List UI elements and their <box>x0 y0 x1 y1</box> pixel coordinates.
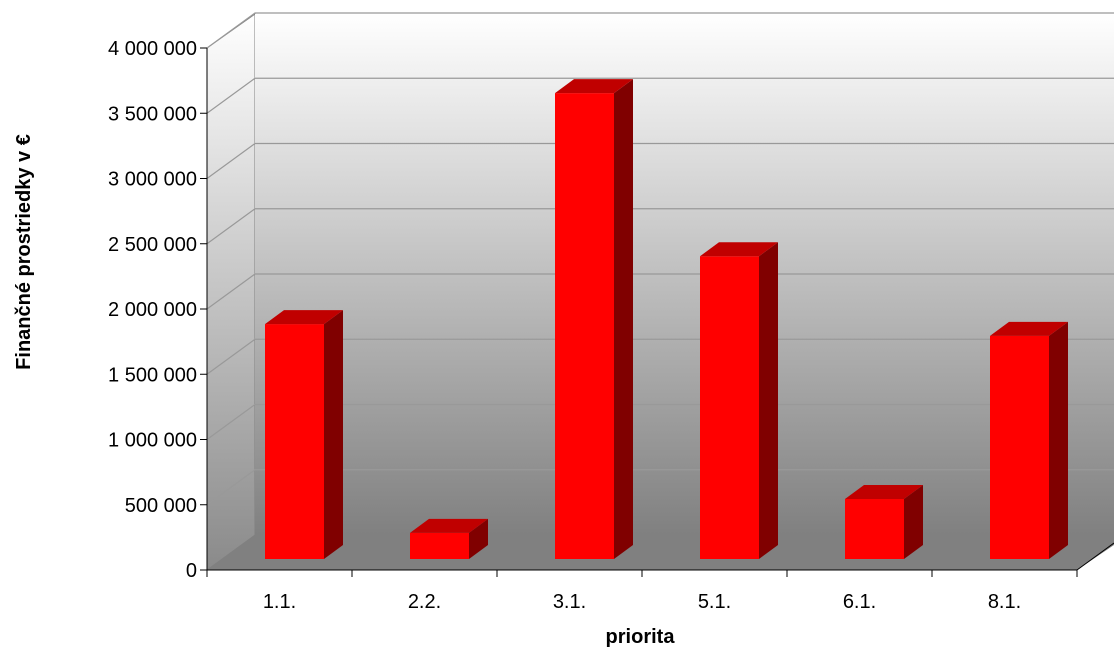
y-tick-label: 500 000 <box>125 495 197 517</box>
y-tick-label: 4 000 000 <box>108 38 197 60</box>
bar-side <box>904 484 923 559</box>
x-tick-label: 8.1. <box>988 591 1021 613</box>
bar-top <box>555 79 633 94</box>
bar-side <box>759 242 778 560</box>
bar-front <box>555 93 614 560</box>
gridline <box>206 273 1114 310</box>
x-axis-title: priorita <box>606 626 676 648</box>
floor-edge <box>1076 542 1114 571</box>
x-tick-label: 1.1. <box>263 591 296 613</box>
bar <box>845 484 923 559</box>
bar-side <box>614 79 633 560</box>
bar-top <box>845 484 923 499</box>
gridline <box>206 12 1114 49</box>
gridline <box>206 469 1114 506</box>
x-tick-label: 6.1. <box>843 591 876 613</box>
bar-front <box>845 498 904 559</box>
bar-side <box>1049 321 1068 559</box>
x-tick-label: 2.2. <box>408 591 441 613</box>
gridline <box>206 142 1114 179</box>
y-axis: 0 500 000 1 000 000 1 500 000 2 000 000 2 500… <box>108 38 208 582</box>
bar-front <box>265 324 324 559</box>
gridline <box>206 338 1114 375</box>
bar <box>990 321 1068 559</box>
bar <box>700 242 778 560</box>
y-tick-label: 1 500 000 <box>108 364 197 386</box>
bar-side <box>324 310 343 559</box>
bar-top <box>265 310 343 325</box>
bar <box>410 518 488 559</box>
bar-side <box>469 518 488 559</box>
y-axis-title: Finančné prostriedky v € <box>13 134 35 370</box>
plot-walls <box>206 13 1114 571</box>
bars <box>265 79 1068 560</box>
y-tick-label: 1 000 000 <box>108 430 197 452</box>
bar <box>265 310 343 559</box>
bar-front <box>700 256 759 559</box>
x-axis: 1.1. 2.2. 3.1. 5.1. 6.1. 8.1. <box>206 542 1114 613</box>
gridline <box>206 403 1114 440</box>
bar-top <box>990 321 1068 336</box>
bar-front <box>990 335 1049 559</box>
gridline <box>206 77 1114 114</box>
x-tick-label: 5.1. <box>698 591 731 613</box>
bar-top <box>700 242 778 257</box>
y-tick-label: 2 500 000 <box>108 234 197 256</box>
bar <box>555 79 633 560</box>
bar-front <box>410 532 469 559</box>
gridlines <box>206 12 1114 506</box>
x-tick-label: 3.1. <box>553 591 586 613</box>
y-tick-label: 3 500 000 <box>108 103 197 125</box>
bar-top <box>410 518 488 533</box>
gridline <box>206 208 1114 245</box>
y-tick-label: 0 <box>186 560 197 582</box>
floor <box>207 535 1114 570</box>
y-tick-label: 3 000 000 <box>108 169 197 191</box>
y-tick-label: 2 000 000 <box>108 299 197 321</box>
